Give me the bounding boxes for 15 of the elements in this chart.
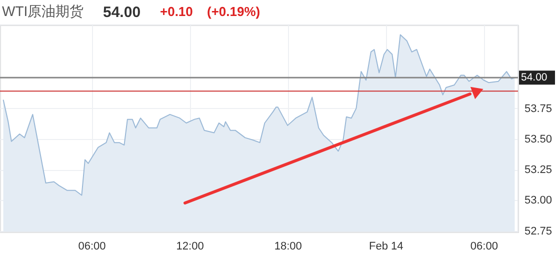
x-tick-label: 12:00 — [176, 240, 204, 252]
y-tick-label: 52.75 — [524, 225, 552, 238]
text: +0.10 — [160, 4, 193, 19]
y-tick-label: 53.00 — [524, 194, 552, 207]
chart-title: WTI原油期货 — [2, 3, 84, 19]
x-tick-label: 06:00 — [78, 240, 106, 252]
ref-line-label: 54.00 — [521, 72, 548, 84]
y-tick-label: 53.25 — [524, 164, 552, 176]
x-tick-label: 06:00 — [470, 240, 498, 252]
text: (+0.19%) — [207, 4, 260, 19]
text: 54.00 — [103, 4, 141, 21]
y-tick-label: 53.50 — [524, 133, 552, 146]
x-tick-label: Feb 14 — [369, 240, 404, 252]
y-tick-label: 53.75 — [524, 102, 552, 115]
x-tick-label: 18:00 — [274, 240, 302, 252]
